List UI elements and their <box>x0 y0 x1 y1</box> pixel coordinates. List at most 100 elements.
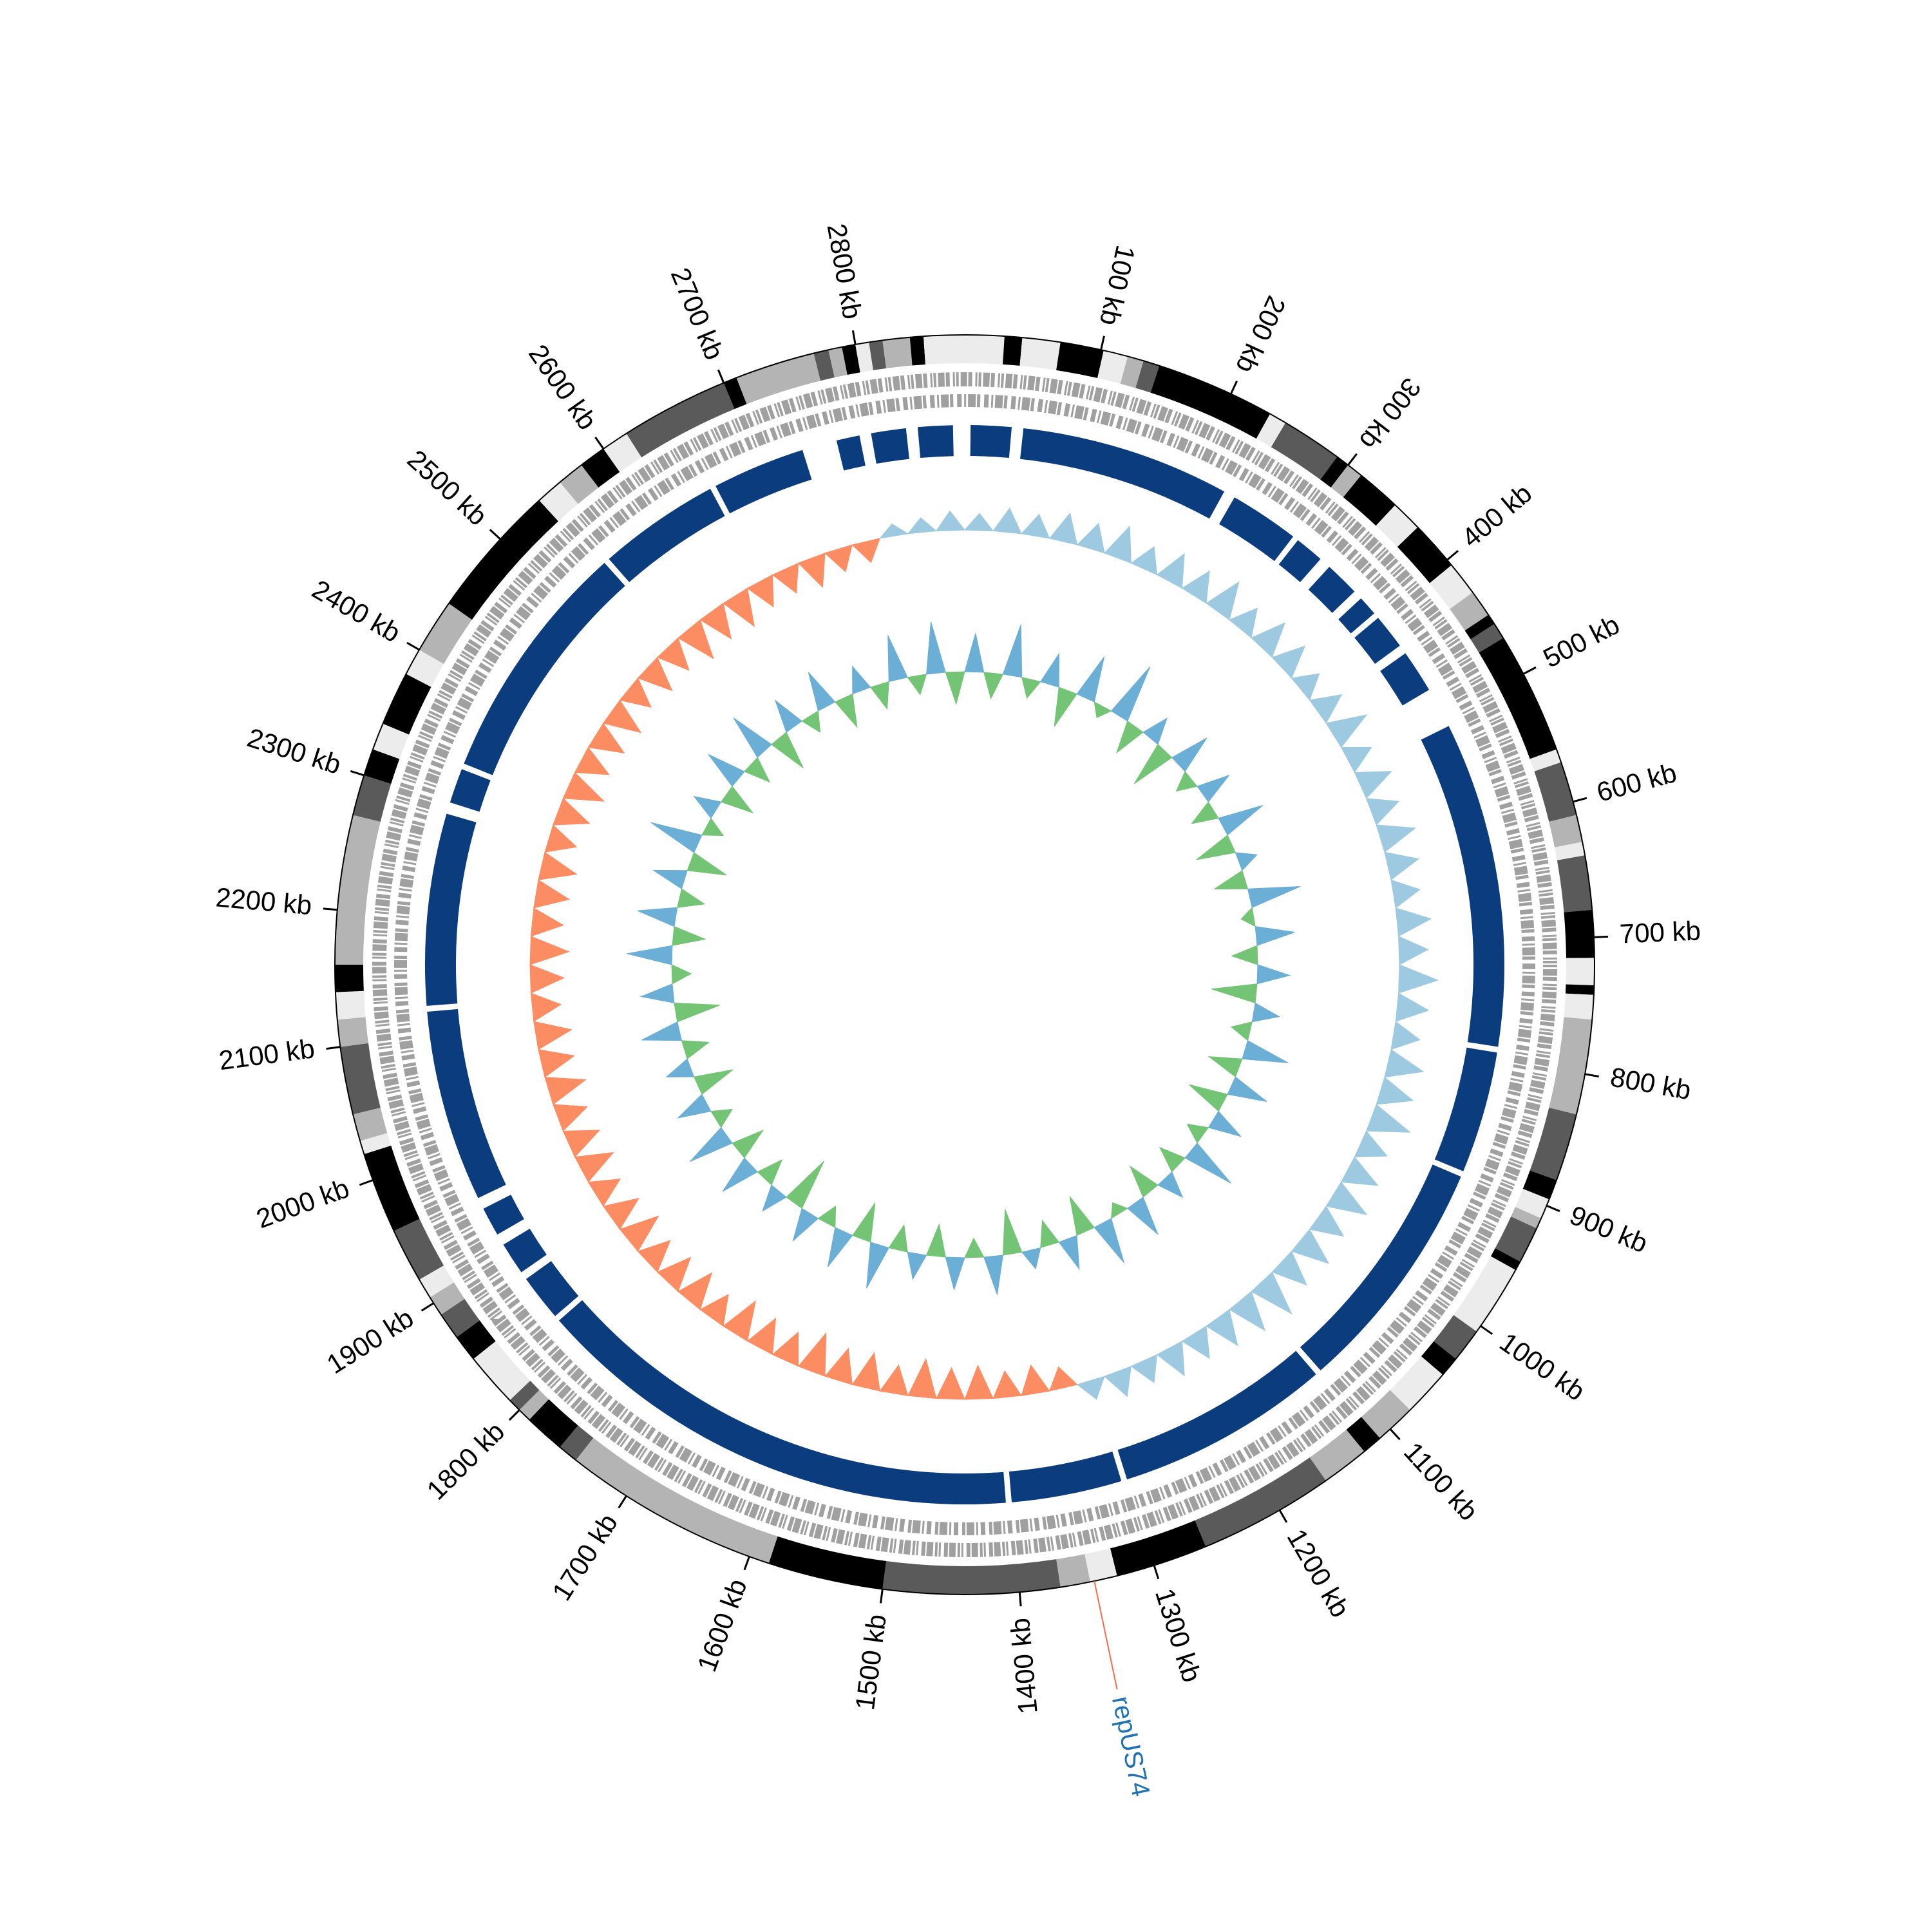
tick-mark <box>323 907 337 911</box>
track-spike <box>723 587 755 627</box>
ideogram-band <box>335 990 366 1020</box>
track-spike <box>964 1364 994 1400</box>
track-spike <box>1365 1104 1411 1133</box>
track-spike <box>762 1184 787 1212</box>
tick-label: 2000 kb <box>252 1173 354 1234</box>
track-spike <box>665 1058 695 1077</box>
track-spike <box>1076 522 1105 554</box>
track-spike <box>888 1224 908 1253</box>
ideogram-band <box>335 965 364 992</box>
ideogram-band <box>723 377 747 410</box>
track-spike <box>1325 1181 1368 1215</box>
track-spike <box>652 869 688 890</box>
track-spike <box>687 852 727 876</box>
tick-label: 300 kb <box>1354 372 1427 455</box>
ideogram-band <box>1450 592 1489 631</box>
track-spike <box>619 677 652 708</box>
track-spike <box>1189 1084 1228 1112</box>
track-spike <box>1251 622 1286 658</box>
track-spike <box>1291 673 1320 701</box>
ideogram-band <box>1566 958 1595 985</box>
track-spike <box>1211 983 1258 1004</box>
track-spike <box>681 1040 710 1060</box>
track-spike <box>544 824 578 853</box>
track-spike <box>772 1331 799 1367</box>
ideogram-band <box>1434 1315 1477 1359</box>
track-spike <box>1398 964 1439 994</box>
tick-mark <box>421 1302 434 1312</box>
contig <box>836 435 866 471</box>
track-spike <box>530 992 562 1022</box>
ideogram-band <box>813 350 835 381</box>
tick-label: 2800 kb <box>821 222 867 321</box>
track-spike <box>1251 1002 1280 1023</box>
contig <box>1308 567 1355 613</box>
track-spike <box>1197 774 1230 803</box>
ideogram-band <box>1470 623 1504 653</box>
track-spike <box>656 1256 692 1293</box>
track-spike <box>553 1104 589 1132</box>
tick-label: 1200 kb <box>1282 1524 1356 1622</box>
track-spike <box>693 1069 734 1095</box>
ideogram-band <box>1120 356 1144 388</box>
track-spike <box>1398 936 1429 965</box>
track-spike <box>733 717 772 759</box>
track-spike <box>771 732 804 769</box>
track-spike <box>1376 1076 1414 1105</box>
ideogram-band <box>855 342 873 373</box>
track-spike <box>701 817 724 837</box>
track-spike <box>1240 907 1256 927</box>
contig <box>526 1261 579 1316</box>
track-spike <box>699 602 732 640</box>
ideogram-band <box>626 383 735 458</box>
track-spike <box>1255 926 1295 946</box>
tick-label: 2300 kb <box>244 722 345 780</box>
track-spike <box>887 635 908 683</box>
ideogram-band <box>1429 565 1473 609</box>
track-spike <box>637 1240 671 1273</box>
tick-label: 600 kb <box>1593 757 1680 808</box>
ideogram-band <box>560 1425 594 1461</box>
ideogram-band <box>842 344 860 375</box>
ideogram-band <box>1150 365 1271 439</box>
tick-label: 2200 kb <box>214 882 313 920</box>
track-spike <box>824 1347 853 1385</box>
tick-label: 1100 kb <box>1398 1436 1484 1526</box>
track-spike <box>1196 834 1236 860</box>
ideogram-band <box>383 674 431 735</box>
track-spike <box>530 907 564 937</box>
track-spike <box>744 757 771 783</box>
contig <box>425 813 477 1006</box>
track-spike <box>879 1364 909 1396</box>
track-spike <box>1354 771 1392 799</box>
tick-label: 1500 kb <box>849 1613 892 1712</box>
ideogram-band <box>1309 1429 1365 1481</box>
track-spike <box>824 544 853 573</box>
track-spike <box>538 851 578 880</box>
track-spike <box>1390 1021 1421 1050</box>
ideogram-band <box>519 1390 549 1420</box>
ideogram-band <box>1522 1170 1557 1200</box>
contig <box>1117 1350 1316 1480</box>
track-spike <box>1133 744 1173 784</box>
track-spike <box>792 1208 819 1242</box>
track-spike <box>639 983 675 1004</box>
tick-mark <box>851 330 857 345</box>
tick-label: 1800 kb <box>421 1416 510 1506</box>
track-spike <box>1110 1202 1128 1219</box>
track-spike <box>1395 992 1430 1022</box>
gene-track-outer <box>372 372 1557 1557</box>
track-spike <box>879 523 909 539</box>
track-spike <box>1175 771 1198 792</box>
ideogram-band <box>828 346 848 378</box>
track-spike <box>1104 1365 1132 1397</box>
track-spike <box>945 1256 965 1291</box>
track-spike <box>907 674 927 696</box>
ideogram-band <box>736 353 821 404</box>
track-spike <box>1206 1309 1238 1347</box>
track-spike <box>637 656 673 692</box>
ideogram-band <box>335 815 381 965</box>
ideogram-band <box>372 723 410 759</box>
tick-label: 1900 kb <box>321 1302 419 1379</box>
